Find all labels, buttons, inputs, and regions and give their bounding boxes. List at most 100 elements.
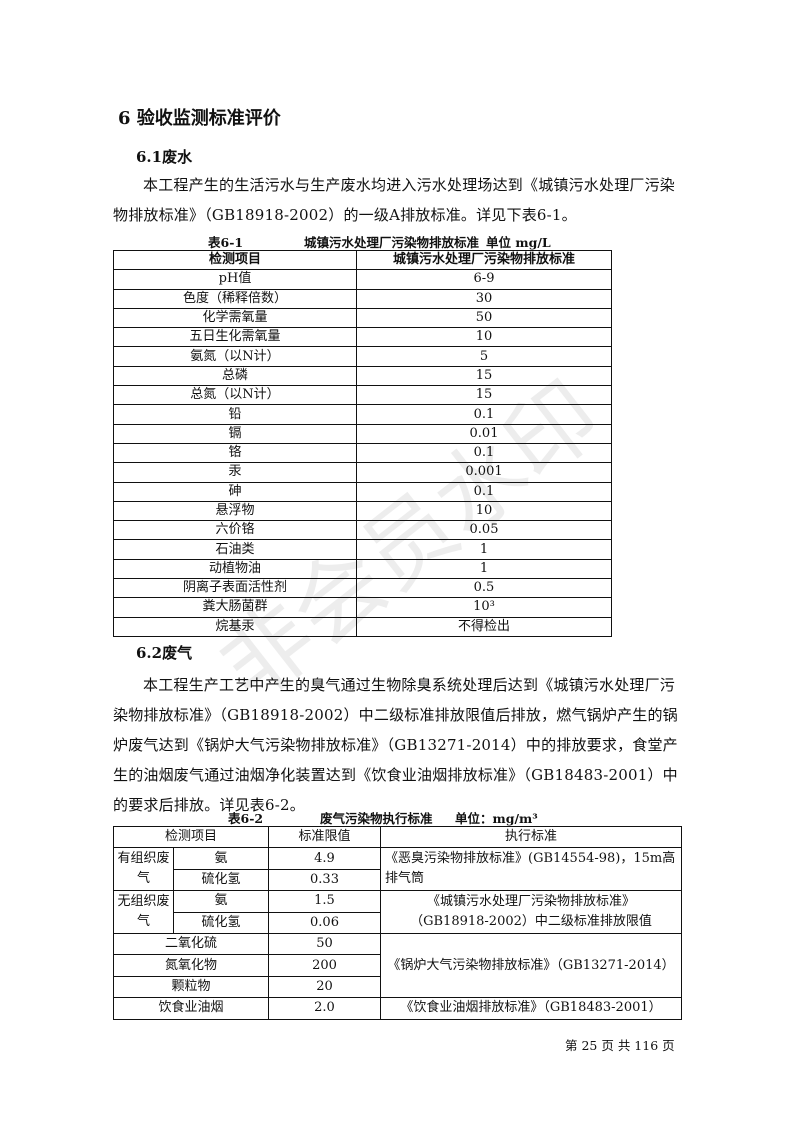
item-cell: 总氮（以N计） bbox=[113, 385, 357, 406]
value-cell: 4.9 bbox=[268, 847, 381, 870]
wastewater-paragraph: 本工程产生的生活污水与生产废水均进入污水处理场达到《城镇污水处理厂污染物排放标准… bbox=[113, 176, 676, 224]
table-row: 化学需氧量 50 bbox=[113, 307, 612, 329]
item-cell: 镉 bbox=[113, 423, 357, 444]
item-cell: pH值 bbox=[113, 269, 357, 290]
table-row: 氨氮（以N计） 5 bbox=[113, 346, 612, 367]
item-cell: 硫化氢 bbox=[173, 911, 269, 934]
header-cell: 执行标准 bbox=[380, 825, 682, 849]
standard-value-cell: 1 bbox=[356, 558, 612, 580]
table-6-2-title: 废气污染物执行标准 bbox=[320, 811, 433, 826]
item-cell: 铅 bbox=[113, 404, 357, 425]
item-cell: 汞 bbox=[113, 462, 357, 483]
table-row: 色度（稀释倍数） 30 bbox=[113, 288, 612, 309]
table-row: 动植物油 1 bbox=[113, 558, 612, 580]
value-cell: 0.33 bbox=[268, 868, 381, 892]
standard-value-cell: 0.1 bbox=[356, 481, 612, 502]
standard-cell: 《锅炉大气污染物排放标准》（GB13271-2014） bbox=[380, 932, 682, 999]
item-cell: 氨 bbox=[173, 847, 269, 870]
item-cell: 氮氧化物 bbox=[113, 954, 269, 977]
standard-value-cell: 0.5 bbox=[356, 578, 612, 599]
group-unorganized: 无组织废气 bbox=[113, 890, 174, 934]
item-cell: 二氧化硫 bbox=[113, 932, 269, 956]
table-6-2: 检测项目 标准限值 执行标准 有组织废气氨 4.9 《恶臭污染物排放标准》(GB1455… bbox=[113, 825, 682, 1020]
item-cell: 颗粒物 bbox=[113, 975, 269, 999]
value-cell: 50 bbox=[268, 932, 381, 956]
page-footer: 第 25 页 共 116 页 bbox=[565, 1038, 675, 1053]
standard-cell: 《饮食业油烟排放标准》（GB18483-2001） bbox=[380, 997, 682, 1020]
item-cell: 饮食业油烟 bbox=[113, 997, 269, 1020]
standard-value-cell: 0.1 bbox=[356, 442, 612, 464]
table-row: 粪大肠菌群 10³ bbox=[113, 597, 612, 618]
table-row: 汞 0.001 bbox=[113, 462, 612, 483]
value-cell: 1.5 bbox=[268, 890, 381, 913]
standard-value-cell: 0.1 bbox=[356, 404, 612, 425]
standard-cell: 《恶臭污染物排放标准》(GB14554-98)，15m高排气筒 bbox=[380, 847, 682, 892]
item-cell: 总磷 bbox=[113, 365, 357, 387]
table-row: 总氮（以N计） 15 bbox=[113, 385, 612, 406]
table-row: 总磷 15 bbox=[113, 365, 612, 387]
standard-value-cell: 城镇污水处理厂污染物排放标准 bbox=[356, 249, 612, 271]
standard-value-cell: 10 bbox=[356, 500, 612, 522]
item-cell: 检测项目 bbox=[113, 249, 357, 271]
table-row: 石油类 1 bbox=[113, 539, 612, 560]
table-row: 砷 0.1 bbox=[113, 481, 612, 502]
table-row: 阴离子表面活性剂 0.5 bbox=[113, 578, 612, 599]
standard-value-cell: 15 bbox=[356, 365, 612, 387]
standard-value-cell: 0.05 bbox=[356, 520, 612, 541]
table-row: 悬浮物 10 bbox=[113, 500, 612, 522]
subsection-wastewater-title: 6.1废水 bbox=[136, 148, 193, 166]
group-organized: 有组织废气 bbox=[113, 847, 174, 892]
item-cell: 色度（稀释倍数） bbox=[113, 288, 357, 309]
item-cell: 六价铬 bbox=[113, 520, 357, 541]
item-cell: 五日生化需氧量 bbox=[113, 327, 357, 348]
standard-value-cell: 10³ bbox=[356, 597, 612, 618]
table-row: 铬 0.1 bbox=[113, 442, 612, 464]
table-6-1-title: 城镇污水处理厂污染物排放标准 bbox=[304, 235, 480, 250]
table-header-row: 检测项目 城镇污水处理厂污染物排放标准 bbox=[113, 249, 612, 271]
table-6-1: 检测项目 城镇污水处理厂污染物排放标准 pH值 6-9 色度（稀释倍数） 30 化学需氧量 5… bbox=[113, 249, 612, 637]
header-cell: 标准限值 bbox=[268, 825, 381, 849]
standard-value-cell: 5 bbox=[356, 346, 612, 367]
item-cell: 铬 bbox=[113, 442, 357, 464]
table-6-1-number: 表6-1 bbox=[208, 235, 244, 250]
standard-value-cell: 不得检出 bbox=[356, 616, 612, 637]
table-row: 六价铬 0.05 bbox=[113, 520, 612, 541]
standard-value-cell: 10 bbox=[356, 327, 612, 348]
standard-value-cell: 0.01 bbox=[356, 423, 612, 444]
item-cell: 硫化氢 bbox=[173, 868, 269, 892]
item-cell: 氨 bbox=[173, 890, 269, 913]
table-6-2-unit: 单位：mg/m³ bbox=[455, 811, 538, 826]
header-cell: 检测项目 bbox=[113, 825, 269, 849]
standard-value-cell: 15 bbox=[356, 385, 612, 406]
item-cell: 化学需氧量 bbox=[113, 307, 357, 329]
table-6-1-unit: 单位 mg/L bbox=[486, 235, 551, 250]
table-row: pH值 6-9 bbox=[113, 269, 612, 290]
exhaust-paragraph: 本工程生产工艺中产生的臭气通过生物除臭系统处理后达到《城镇污水处理厂污染物排放标… bbox=[113, 676, 678, 814]
table-row: 铅 0.1 bbox=[113, 404, 612, 425]
standard-cell: 《城镇污水处理厂污染物排放标准》（GB18918-2002）中二级标准排放限值 bbox=[380, 890, 682, 934]
subsection-exhaust-title: 6.2废气 bbox=[136, 644, 193, 662]
table-row: 烷基汞 不得检出 bbox=[113, 616, 612, 637]
value-cell: 200 bbox=[268, 954, 381, 977]
item-cell: 氨氮（以N计） bbox=[113, 346, 357, 367]
standard-value-cell: 1 bbox=[356, 539, 612, 560]
value-cell: 2.0 bbox=[268, 997, 381, 1020]
table-row: 镉 0.01 bbox=[113, 423, 612, 444]
standard-value-cell: 6-9 bbox=[356, 269, 612, 290]
item-cell: 烷基汞 bbox=[113, 616, 357, 637]
value-cell: 20 bbox=[268, 975, 381, 999]
section-heading: 6 验收监测标准评价 bbox=[118, 108, 281, 129]
standard-value-cell: 30 bbox=[356, 288, 612, 309]
value-cell: 0.06 bbox=[268, 911, 381, 934]
standard-value-cell: 0.001 bbox=[356, 462, 612, 483]
item-cell: 粪大肠菌群 bbox=[113, 597, 357, 618]
item-cell: 动植物油 bbox=[113, 558, 357, 580]
item-cell: 悬浮物 bbox=[113, 500, 357, 522]
item-cell: 石油类 bbox=[113, 539, 357, 560]
item-cell: 砷 bbox=[113, 481, 357, 502]
item-cell: 阴离子表面活性剂 bbox=[113, 578, 357, 599]
table-row: 五日生化需氧量 10 bbox=[113, 327, 612, 348]
standard-value-cell: 50 bbox=[356, 307, 612, 329]
table-6-2-number: 表6-2 bbox=[228, 811, 264, 826]
